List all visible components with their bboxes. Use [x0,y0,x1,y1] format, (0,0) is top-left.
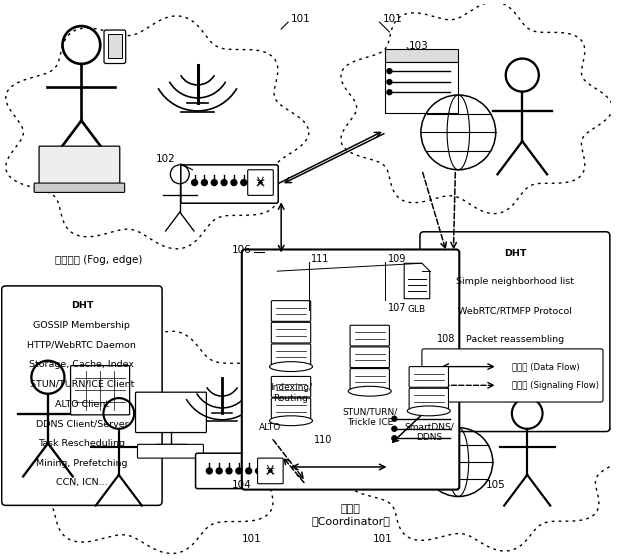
Text: 106: 106 [232,245,252,255]
FancyBboxPatch shape [248,170,273,195]
Text: STUN/TURN/ICE Client: STUN/TURN/ICE Client [30,380,134,389]
Circle shape [387,69,392,73]
Circle shape [231,180,237,185]
FancyBboxPatch shape [242,250,459,489]
Text: 104: 104 [232,480,252,489]
Circle shape [255,468,262,474]
FancyBboxPatch shape [138,444,203,458]
FancyBboxPatch shape [257,458,283,484]
Text: Simple neighborhood list: Simple neighborhood list [456,277,574,287]
Text: 信令流 (Signaling Flow): 信令流 (Signaling Flow) [513,381,600,390]
FancyBboxPatch shape [420,232,610,432]
Ellipse shape [407,406,450,416]
FancyBboxPatch shape [409,367,448,388]
FancyBboxPatch shape [350,368,389,389]
FancyBboxPatch shape [2,286,162,505]
FancyBboxPatch shape [350,325,389,346]
Text: Indexing/
Routing: Indexing/ Routing [270,384,312,403]
Text: 110: 110 [314,436,332,445]
Text: STUN/TURN/
Trickle ICE: STUN/TURN/ Trickle ICE [342,408,397,427]
Text: ALTO: ALTO [259,423,281,432]
Text: 101: 101 [291,14,311,24]
Circle shape [206,468,212,474]
FancyBboxPatch shape [272,344,311,365]
FancyBboxPatch shape [272,301,311,321]
Ellipse shape [270,416,312,426]
Text: HTTP/WebRTC Daemon: HTTP/WebRTC Daemon [27,340,136,349]
Circle shape [211,180,217,185]
Text: 数据流 (Data Flow): 数据流 (Data Flow) [513,362,580,371]
FancyBboxPatch shape [34,183,125,193]
Circle shape [246,468,252,474]
Text: 雾，边缘 (Fog, edge): 雾，边缘 (Fog, edge) [55,255,143,265]
Text: WebRTC/RTMFP Protocol: WebRTC/RTMFP Protocol [458,306,572,315]
FancyBboxPatch shape [39,146,120,185]
FancyBboxPatch shape [104,30,126,63]
Text: 105: 105 [486,480,505,489]
Circle shape [392,426,397,431]
Circle shape [216,468,222,474]
Ellipse shape [348,386,391,396]
Circle shape [387,80,392,85]
Text: 101: 101 [373,534,392,544]
FancyBboxPatch shape [272,323,311,343]
Text: 108: 108 [436,334,455,344]
Circle shape [202,180,207,185]
Text: 102: 102 [156,154,176,164]
Circle shape [236,468,242,474]
Text: Transcoding: Transcoding [487,363,543,372]
FancyBboxPatch shape [350,347,389,367]
Circle shape [221,180,227,185]
FancyBboxPatch shape [384,49,458,62]
FancyBboxPatch shape [272,398,311,419]
Text: Task Rescheduling: Task Rescheduling [38,439,125,448]
Circle shape [392,436,397,441]
Text: 107: 107 [388,302,406,312]
Text: SmartDNS/
DDNS: SmartDNS/ DDNS [404,423,454,442]
FancyBboxPatch shape [389,398,458,410]
Text: Mining, Prefetching: Mining, Prefetching [36,459,128,468]
Text: ALTO Client: ALTO Client [55,399,109,408]
Text: Storage, Cache, Index: Storage, Cache, Index [29,360,135,369]
Circle shape [192,180,198,185]
Text: LocalStorage/IndexedDB...: LocalStorage/IndexedDB... [452,391,578,400]
Text: GLB: GLB [408,305,426,314]
Text: 协调者
（Coordinator）: 协调者 （Coordinator） [311,505,390,526]
FancyBboxPatch shape [108,34,122,58]
Text: Packet reassembling: Packet reassembling [466,334,564,343]
FancyBboxPatch shape [181,165,278,203]
Text: 103: 103 [409,41,429,51]
FancyBboxPatch shape [195,453,288,489]
FancyBboxPatch shape [71,366,130,415]
Text: 111: 111 [311,254,329,264]
Circle shape [226,468,232,474]
Circle shape [241,180,247,185]
FancyBboxPatch shape [409,388,448,409]
FancyBboxPatch shape [422,349,603,402]
Text: 109: 109 [388,254,406,264]
Circle shape [387,90,392,95]
FancyBboxPatch shape [136,392,206,432]
Text: GOSSIP Membership: GOSSIP Membership [33,321,130,330]
Circle shape [392,416,397,421]
Text: 101: 101 [383,14,402,24]
Text: 101: 101 [242,534,262,544]
FancyBboxPatch shape [384,62,458,113]
Polygon shape [404,263,430,298]
FancyBboxPatch shape [389,410,458,457]
Ellipse shape [270,362,312,371]
FancyBboxPatch shape [272,376,311,397]
Text: DHT: DHT [503,249,526,258]
Text: CCN, ICN...: CCN, ICN... [56,478,108,487]
Text: DHT: DHT [71,301,93,310]
Text: DDNS Client/Server: DDNS Client/Server [35,419,128,428]
